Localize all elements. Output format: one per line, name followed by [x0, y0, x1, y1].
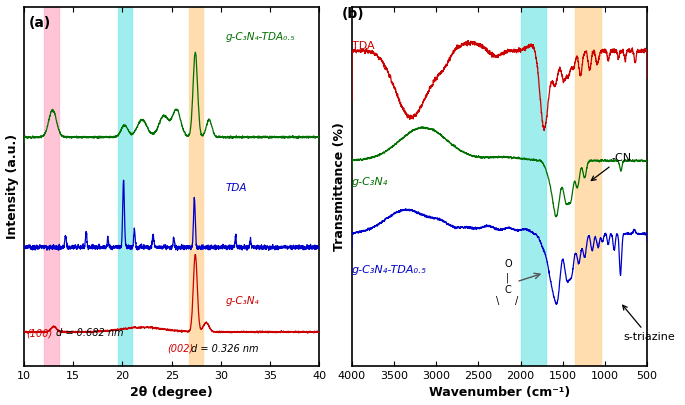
Text: O: O: [504, 259, 512, 269]
Bar: [521, 7, 546, 366]
Text: \: \: [496, 296, 499, 306]
Y-axis label: Transmittance (%): Transmittance (%): [334, 122, 347, 251]
Text: TDA: TDA: [352, 41, 375, 51]
Text: (b): (b): [342, 7, 364, 21]
X-axis label: Wavenumber (cm⁻¹): Wavenumber (cm⁻¹): [429, 386, 570, 399]
Text: g-C₃N₄-TDA₀.₅: g-C₃N₄-TDA₀.₅: [226, 32, 295, 42]
Text: TDA: TDA: [226, 183, 247, 193]
Text: C: C: [504, 285, 511, 295]
Bar: [44, 7, 58, 366]
Text: d = 0.682 nm: d = 0.682 nm: [55, 328, 123, 338]
Y-axis label: Intensity (a.u.): Intensity (a.u.): [5, 134, 18, 239]
Bar: [118, 7, 132, 366]
Text: |: |: [506, 273, 510, 283]
Text: -CN: -CN: [591, 153, 632, 181]
Bar: [189, 7, 203, 366]
X-axis label: 2θ (degree): 2θ (degree): [130, 386, 213, 399]
Text: (a): (a): [29, 17, 51, 30]
Bar: [575, 7, 601, 366]
Text: g-C₃N₄-TDA₀.₅: g-C₃N₄-TDA₀.₅: [352, 265, 427, 275]
Text: (100): (100): [26, 328, 52, 338]
Text: s-triazine: s-triazine: [623, 305, 675, 342]
Text: d = 0.326 nm: d = 0.326 nm: [191, 344, 259, 354]
Text: g-C₃N₄: g-C₃N₄: [226, 296, 260, 306]
Text: g-C₃N₄: g-C₃N₄: [352, 177, 388, 187]
Text: (002): (002): [166, 344, 193, 354]
Text: /: /: [514, 296, 518, 306]
